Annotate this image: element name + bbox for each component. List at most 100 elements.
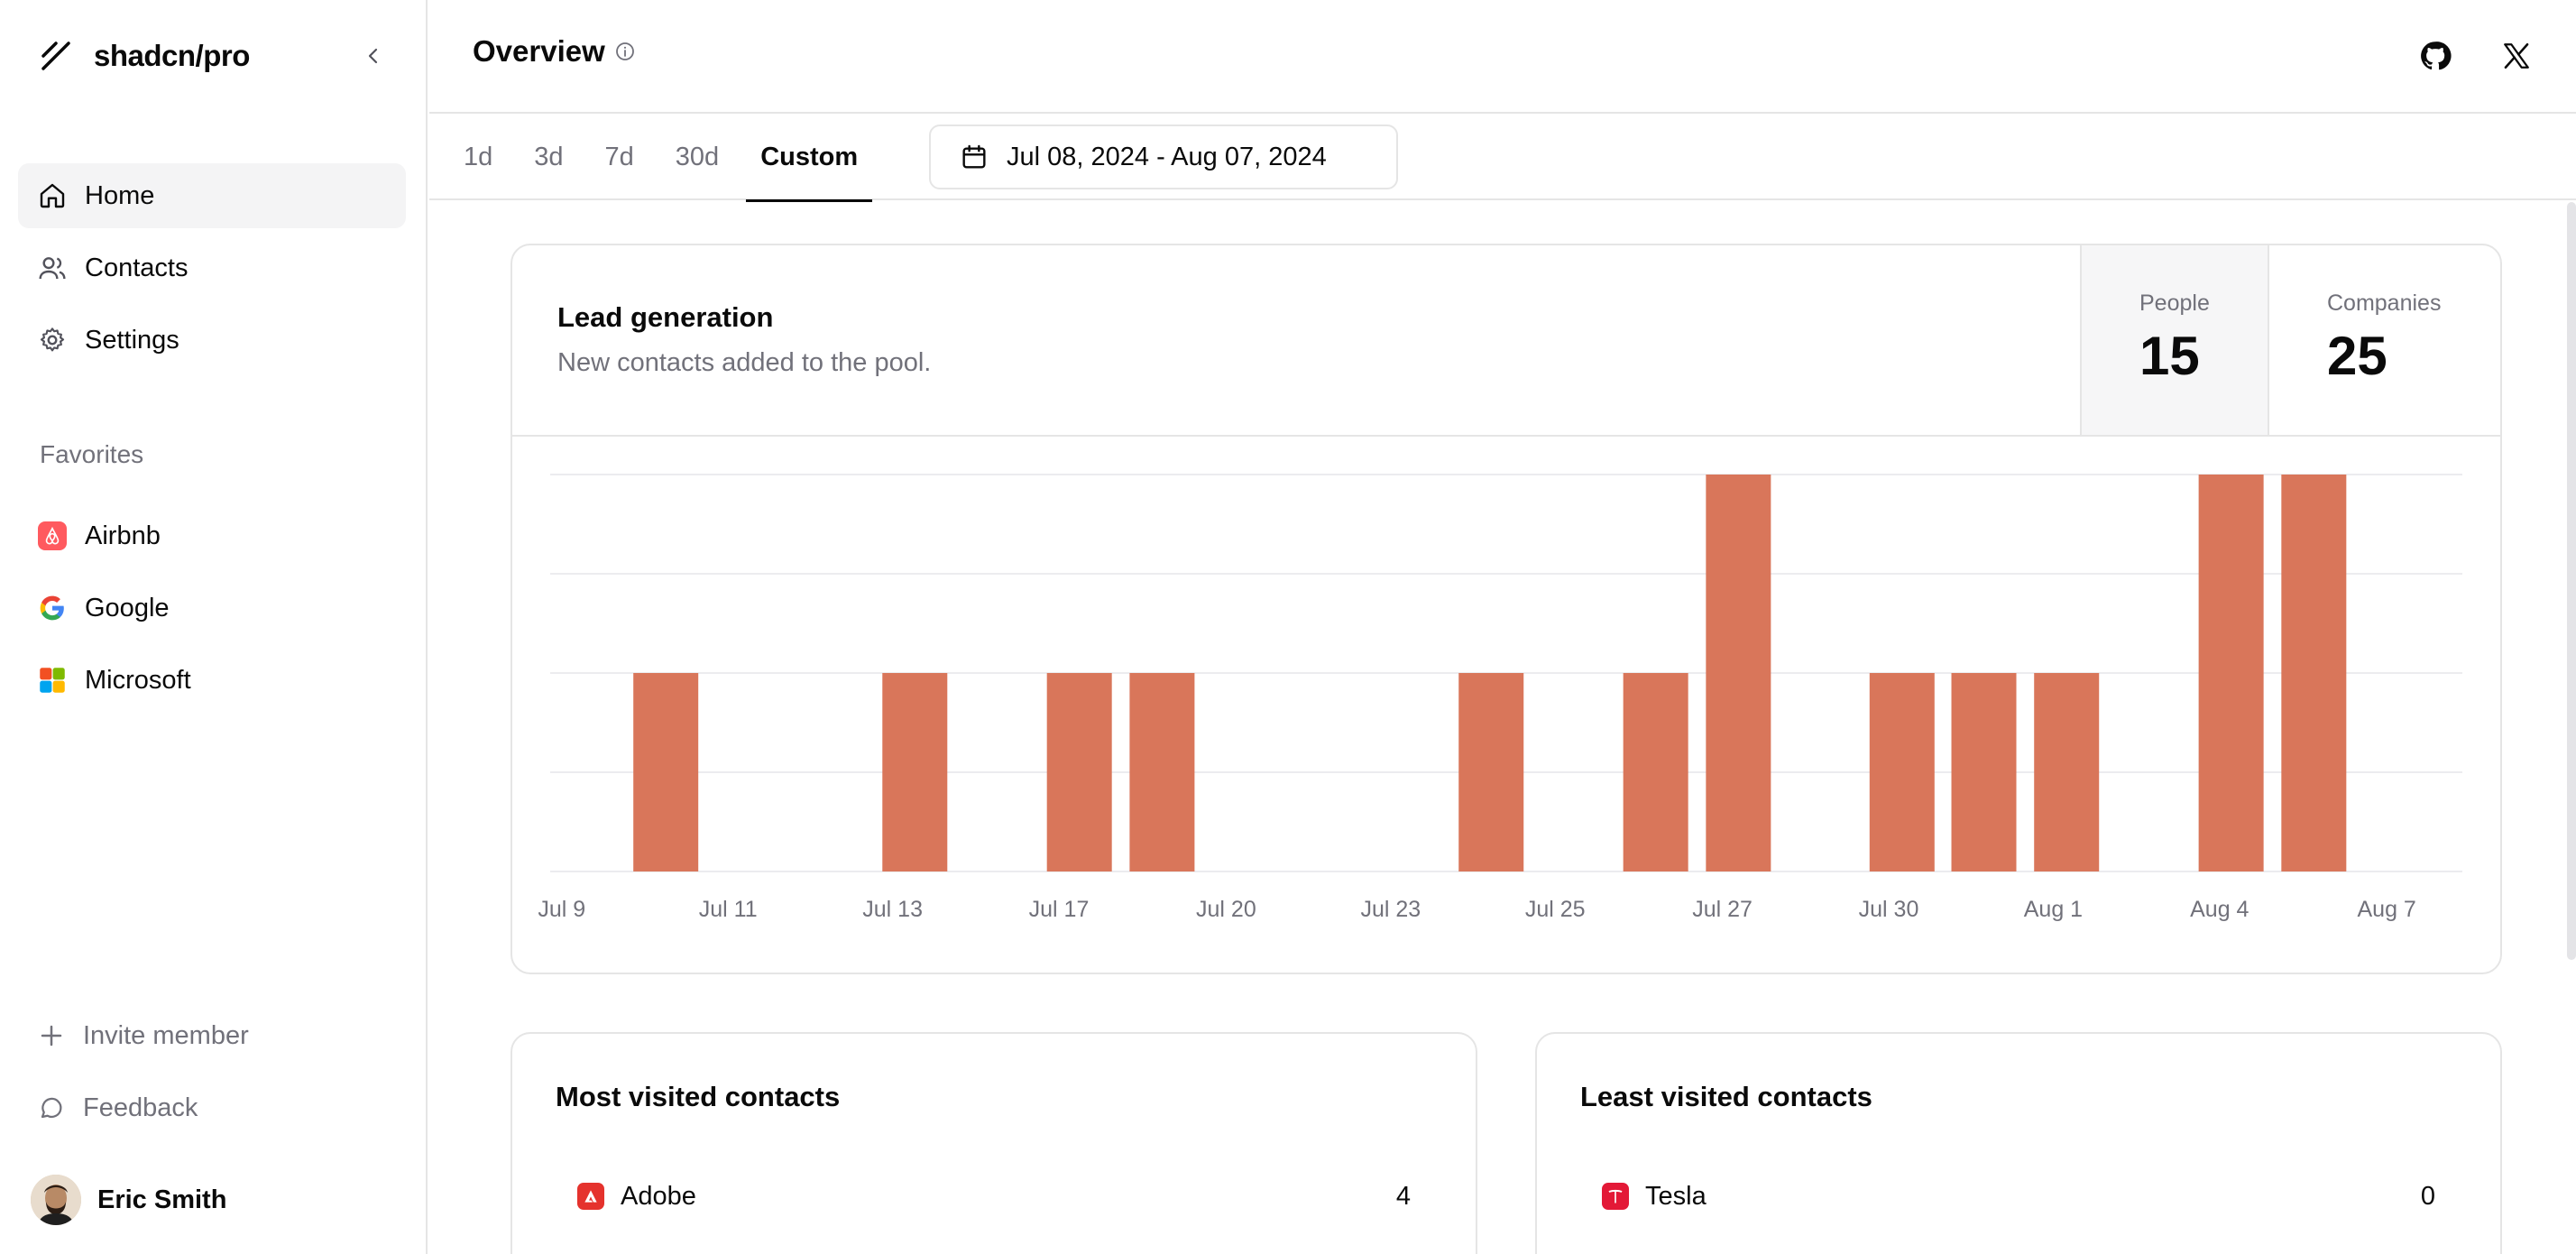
most-visited-title: Most visited contacts (556, 1081, 841, 1112)
home-icon (40, 183, 65, 208)
header-actions (2415, 36, 2536, 76)
page-title-text: Overview (473, 34, 605, 68)
x-tick-label: Aug 7 (2358, 897, 2416, 922)
chart-bar-jul-10[interactable] (633, 673, 699, 871)
users-icon (39, 257, 66, 280)
x-tick-label: Jul 13 (862, 897, 923, 922)
user-menu[interactable]: Eric Smith (31, 1175, 226, 1225)
x-tick-label: Aug 4 (2190, 897, 2249, 922)
contact-name: Adobe (621, 1181, 696, 1211)
favorites-heading: Favorites (40, 440, 144, 468)
lead-generation-card: Lead generation New contacts added to th… (511, 244, 2502, 974)
user-name: Eric Smith (97, 1185, 227, 1214)
favorite-item-microsoft[interactable]: Microsoft (18, 648, 406, 713)
date-range-value: Jul 08, 2024 - Aug 07, 2024 (1007, 142, 1327, 171)
x-tick-label: Jul 17 (1029, 897, 1090, 922)
x-tick-label: Jul 30 (1859, 897, 1919, 922)
page-title: Overview (473, 34, 636, 69)
lead-card-header: Lead generation New contacts added to th… (512, 245, 2500, 437)
x-tick-label: Jul 9 (538, 897, 585, 922)
chart-bar-jul-27[interactable] (1706, 475, 1771, 871)
chart-bar-aug-4[interactable] (2198, 475, 2264, 871)
chart-bar-jul-13[interactable] (882, 673, 948, 871)
x-tick-label: Jul 11 (699, 897, 758, 922)
favorite-label-airbnb: Airbnb (85, 521, 161, 550)
adobe-logo-icon (577, 1183, 604, 1210)
stat-companies-value: 25 (2327, 326, 2387, 386)
tab-1d[interactable]: 1d (464, 142, 493, 171)
chart-bar-jul-17[interactable] (1046, 673, 1112, 871)
contact-name: Tesla (1645, 1181, 1707, 1211)
lead-bar-chart: Jul 9 Jul 11 Jul 13 Jul 17 Jul 20 Jul 23 Jul 2… (538, 474, 2462, 922)
x-twitter-icon (2504, 42, 2529, 69)
stat-people-value: 15 (2139, 326, 2200, 386)
brand-name: shadcn/pro (94, 39, 250, 72)
visit-count: 0 (2420, 1181, 2435, 1211)
list-item[interactable]: Tesla 0 (1602, 1178, 2435, 1214)
invite-member-label: Invite member (83, 1020, 249, 1050)
tab-3d[interactable]: 3d (534, 142, 564, 171)
stat-people-label: People (2139, 290, 2210, 316)
feedback-label: Feedback (83, 1093, 198, 1122)
feedback-button[interactable]: Feedback (18, 1075, 406, 1140)
x-tick-label: Jul 23 (1360, 897, 1421, 922)
chart-bar-jul-24[interactable] (1458, 673, 1524, 871)
github-link[interactable] (2415, 36, 2455, 76)
date-range-picker[interactable]: Jul 08, 2024 - Aug 07, 2024 (929, 124, 1398, 189)
nav-label-home: Home (85, 180, 155, 210)
gear-icon (40, 327, 65, 352)
chart-bar-jul-26[interactable] (1623, 673, 1688, 871)
list-item[interactable]: Adobe 4 (577, 1178, 1411, 1214)
visit-count: 4 (1395, 1181, 1411, 1211)
nav-item-settings[interactable]: Settings (18, 308, 406, 373)
favorite-item-google[interactable]: Google (18, 576, 406, 641)
brand[interactable]: shadcn/pro (38, 34, 250, 78)
lead-card-subtitle: New contacts added to the pool. (557, 348, 932, 377)
nav-item-home[interactable]: Home (18, 163, 406, 228)
stat-people[interactable]: People 15 (2080, 245, 2268, 435)
favorite-label-microsoft: Microsoft (85, 665, 191, 695)
favorite-label-google: Google (85, 593, 170, 622)
tab-7d[interactable]: 7d (604, 142, 634, 171)
chart-bar-jul-30[interactable] (1869, 673, 1935, 871)
least-visited-title: Least visited contacts (1580, 1081, 1872, 1112)
chart-bar-jul-31[interactable] (1951, 673, 2017, 871)
favorite-item-airbnb[interactable]: Airbnb (18, 503, 406, 568)
chart-bar-aug-1[interactable] (2034, 673, 2100, 871)
tab-custom[interactable]: Custom (746, 114, 873, 202)
info-icon[interactable] (614, 41, 636, 62)
collapse-sidebar-button[interactable] (355, 38, 391, 74)
airbnb-logo-icon (38, 521, 67, 550)
top-header: Overview (429, 0, 2576, 114)
nav-item-contacts[interactable]: Contacts (18, 235, 406, 300)
range-tabbar: 1d 3d 7d 30d Custom Jul 08, 2024 - Aug 0… (429, 114, 2576, 202)
message-circle-icon (41, 1097, 62, 1119)
google-logo-icon (38, 594, 67, 622)
invite-member-button[interactable]: Invite member (18, 1003, 406, 1068)
plus-icon (41, 1025, 62, 1047)
least-visited-card: Least visited contacts Tesla 0 (1535, 1032, 2502, 1254)
chart-bar-jul-18[interactable] (1129, 673, 1195, 871)
x-tick-label: Aug 1 (2024, 897, 2083, 922)
main-nav: Home Contacts Settings (18, 163, 406, 380)
chevron-left-icon (368, 48, 378, 64)
tesla-logo-icon (1602, 1183, 1629, 1210)
chart-bar-aug-5[interactable] (2281, 475, 2347, 871)
tab-30d[interactable]: 30d (675, 142, 720, 171)
x-tick-label: Jul 20 (1196, 897, 1256, 922)
sidebar-footer-links: Invite member Feedback (18, 1003, 406, 1148)
favorites-list: Airbnb Google Mi (18, 503, 406, 720)
calendar-icon (962, 144, 986, 169)
x-link[interactable] (2497, 36, 2536, 76)
x-tick-label: Jul 27 (1692, 897, 1753, 922)
brand-logo-icon (41, 41, 70, 70)
stat-companies[interactable]: Companies 25 (2268, 245, 2500, 435)
avatar (31, 1175, 81, 1225)
nav-label-contacts: Contacts (85, 253, 189, 282)
github-icon (2421, 41, 2452, 70)
microsoft-logo-icon (38, 666, 67, 695)
sidebar: shadcn/pro Home Contacts Settings Favori… (0, 0, 428, 1254)
most-visited-card: Most visited contacts Adobe 4 (511, 1032, 1477, 1254)
x-tick-label: Jul 25 (1525, 897, 1586, 922)
main-scrollbar[interactable] (2567, 202, 2576, 960)
